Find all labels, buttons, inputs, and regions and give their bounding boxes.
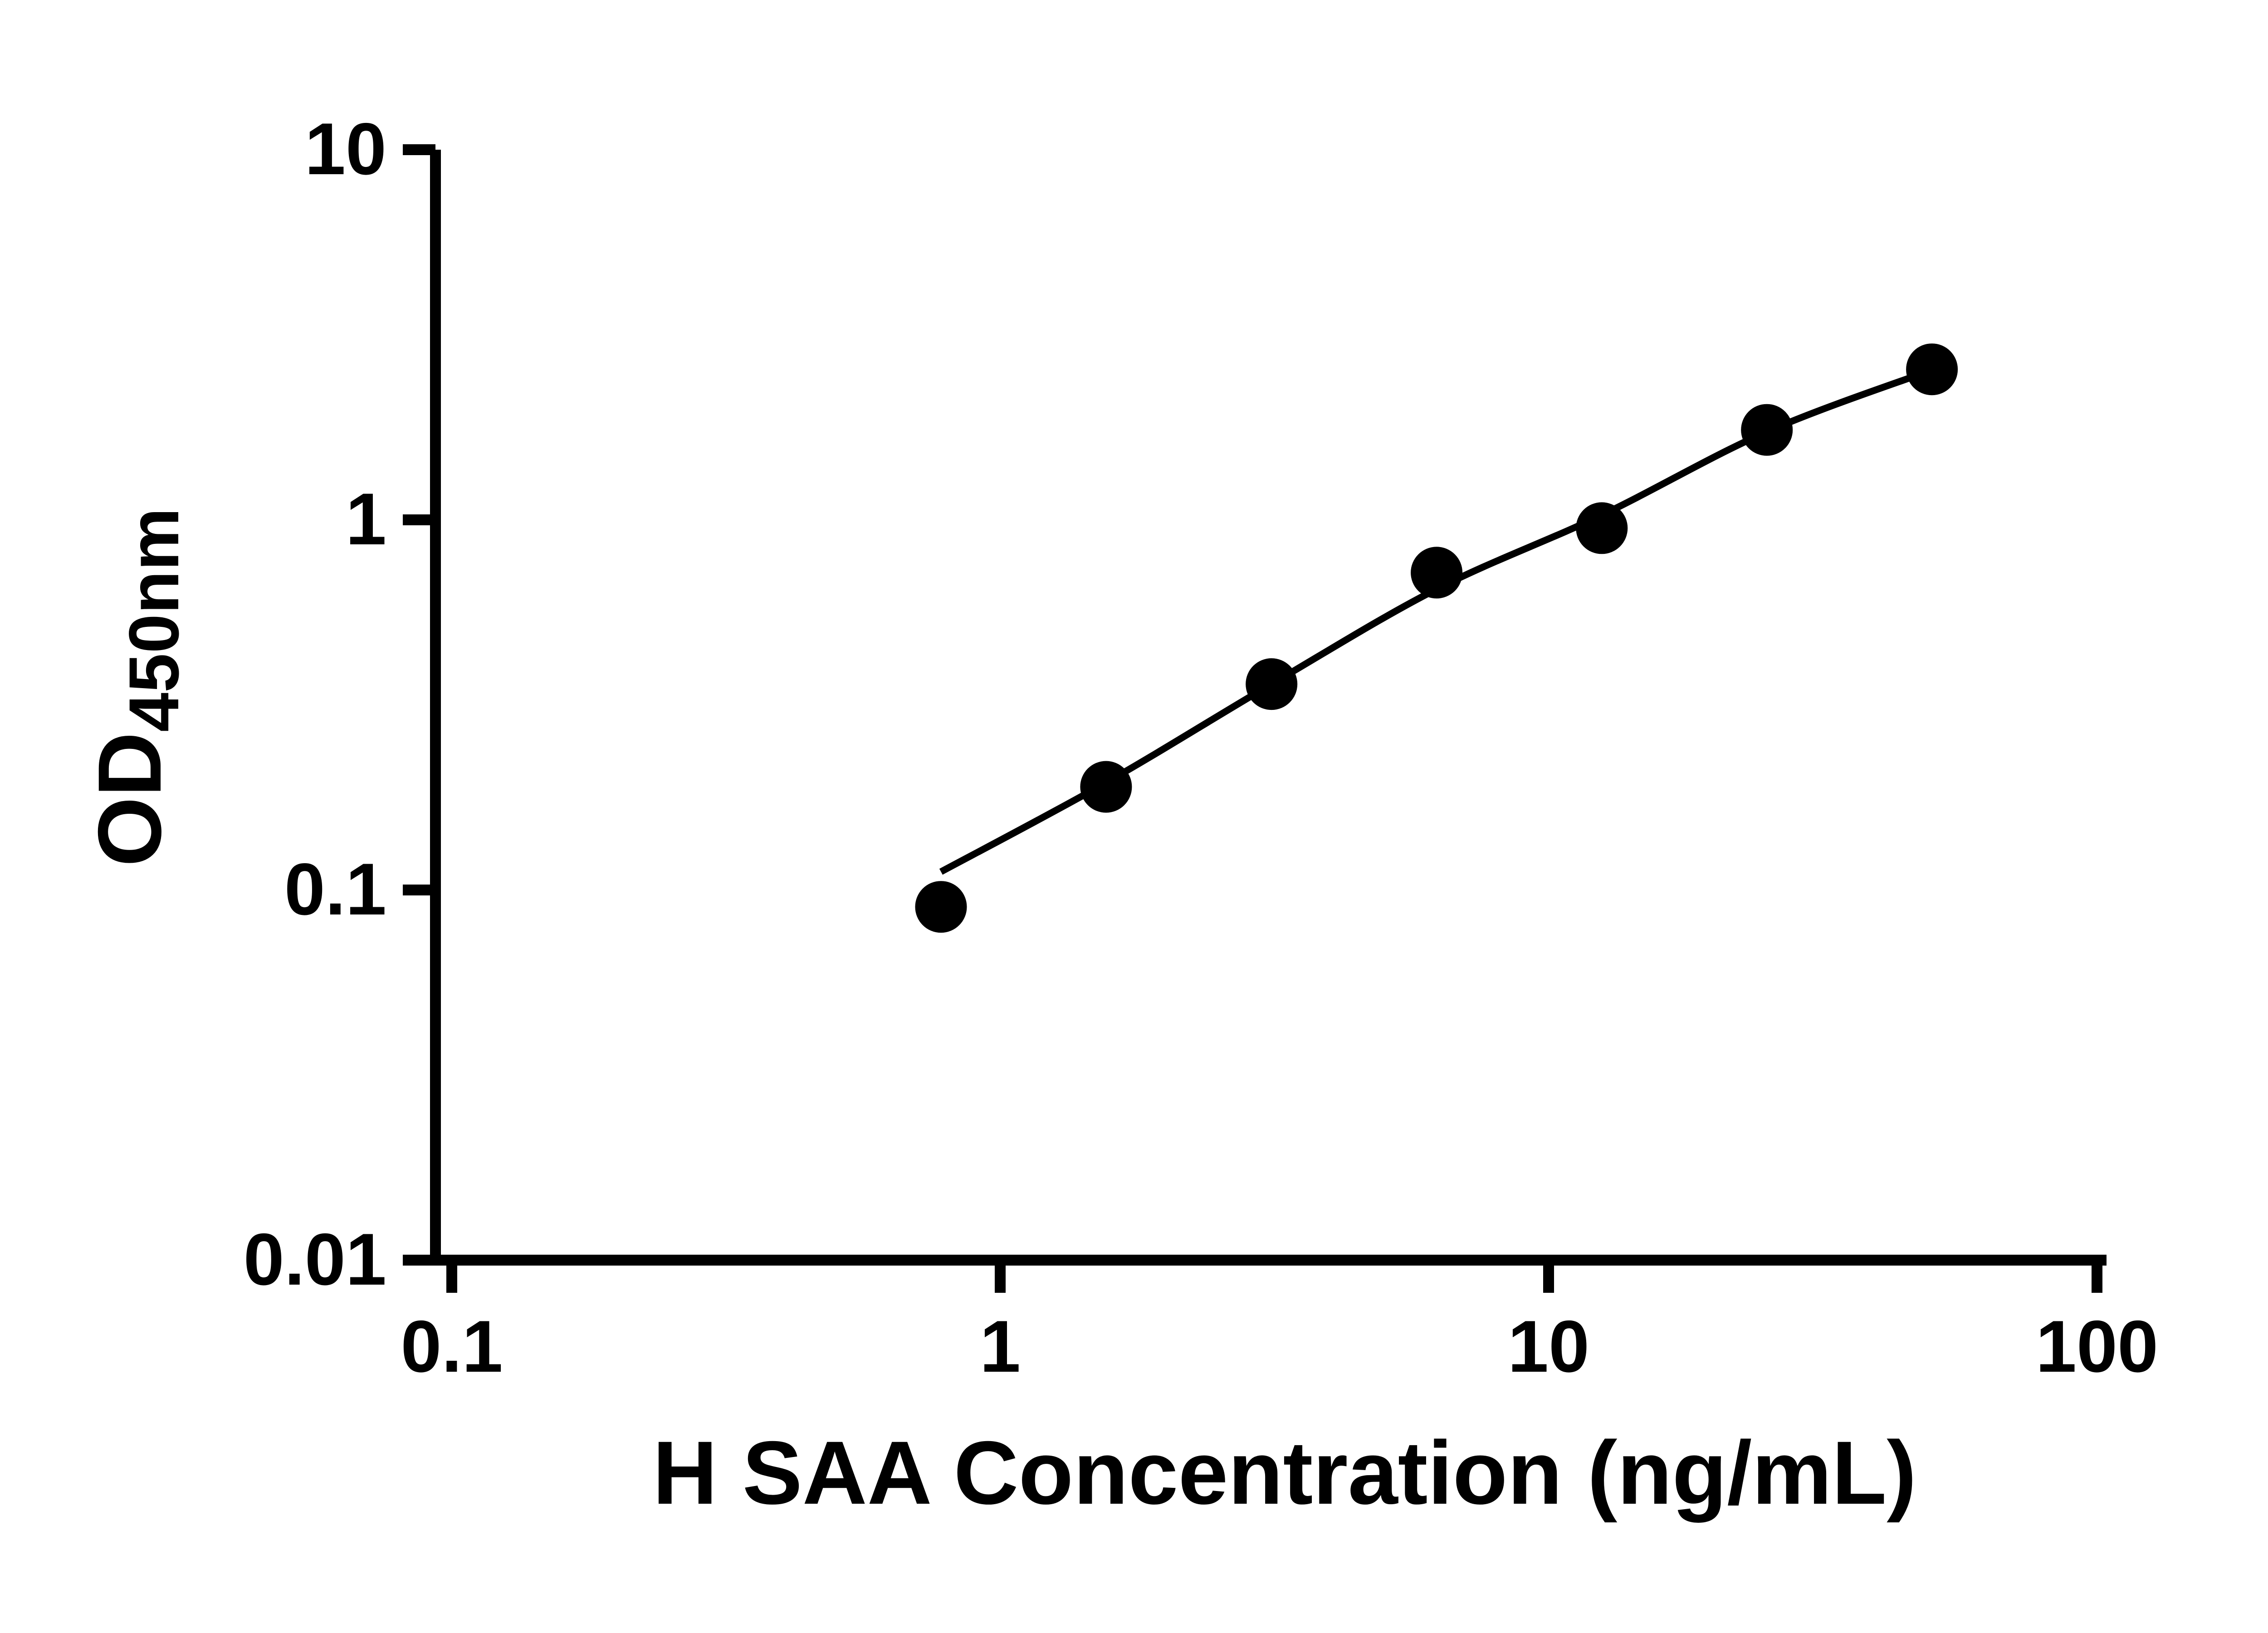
y-axis-tick-label: 10 bbox=[305, 108, 386, 190]
x-axis-tick-label: 1 bbox=[980, 1305, 1021, 1388]
x-axis-title: H SAA Concentration (ng/mL) bbox=[653, 1423, 1917, 1523]
y-axis-tick-label: 1 bbox=[346, 478, 386, 560]
data-point bbox=[1246, 658, 1298, 710]
data-point bbox=[1576, 502, 1628, 554]
data-point bbox=[1741, 404, 1793, 456]
data-point bbox=[1080, 761, 1132, 813]
y-axis-title-base: OD bbox=[79, 732, 180, 867]
y-axis-title: OD450nm bbox=[79, 508, 194, 866]
y-axis-title-subscript: 450nm bbox=[115, 508, 194, 732]
y-axis-tick-label: 0.01 bbox=[244, 1218, 386, 1301]
x-axis-tick-label: 10 bbox=[1508, 1305, 1589, 1388]
data-point bbox=[1906, 343, 1958, 396]
data-point bbox=[915, 881, 967, 933]
x-axis-tick-label: 0.1 bbox=[401, 1305, 503, 1388]
data-point bbox=[1411, 547, 1463, 599]
x-axis-tick-label: 100 bbox=[2036, 1305, 2158, 1388]
y-axis-tick-label: 0.1 bbox=[284, 848, 386, 930]
